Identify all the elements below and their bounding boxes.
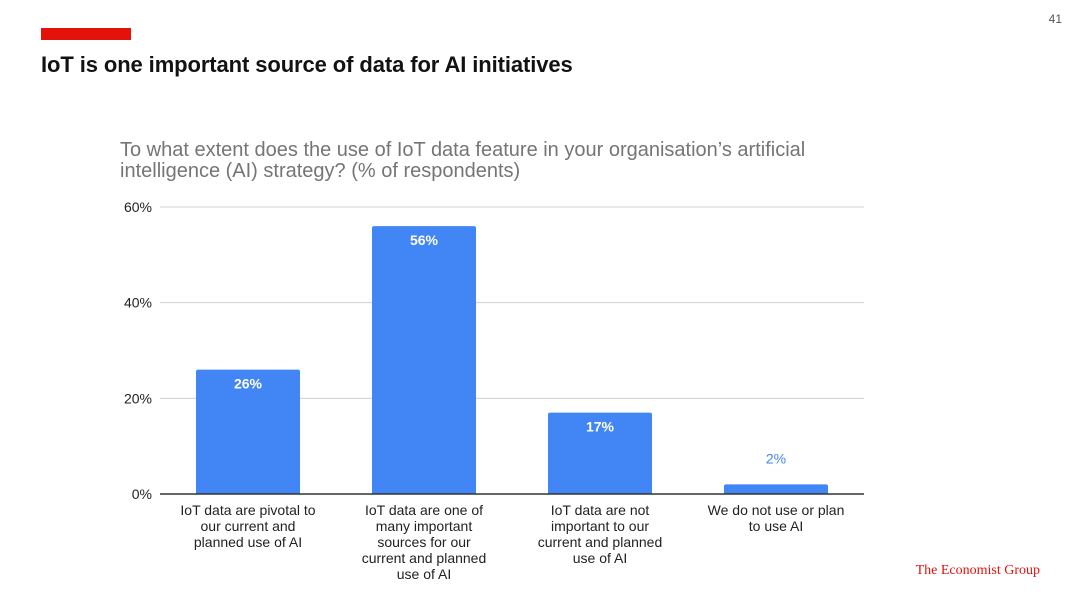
- y-tick-label: 60%: [124, 199, 152, 215]
- brand-logo: The Economist Group: [915, 563, 1040, 578]
- y-tick-label: 40%: [124, 295, 152, 311]
- data-label: 17%: [586, 419, 615, 435]
- data-label: 56%: [410, 232, 439, 248]
- page-number: 41: [1048, 12, 1062, 26]
- data-label: 26%: [234, 376, 263, 392]
- accent-bar: [41, 28, 131, 40]
- bar: [196, 369, 300, 494]
- x-tick-label: IoT data are one of many important sources…: [362, 502, 487, 582]
- chart-title: To what extent does the use of IoT data …: [120, 139, 806, 182]
- y-tick-label: 20%: [124, 390, 152, 406]
- slide-title: IoT is one important source of data for …: [41, 52, 573, 77]
- bar: [372, 226, 476, 494]
- bar: [724, 484, 828, 494]
- x-tick-label: IoT data are not important to our current …: [538, 502, 663, 566]
- x-tick-label: We do not use or plan to use AI: [708, 502, 845, 534]
- y-tick-label: 0%: [132, 486, 152, 502]
- data-label: 2%: [766, 450, 786, 466]
- bar: [548, 412, 652, 494]
- x-tick-label: IoT data are pivotal to our current and pl…: [180, 502, 315, 550]
